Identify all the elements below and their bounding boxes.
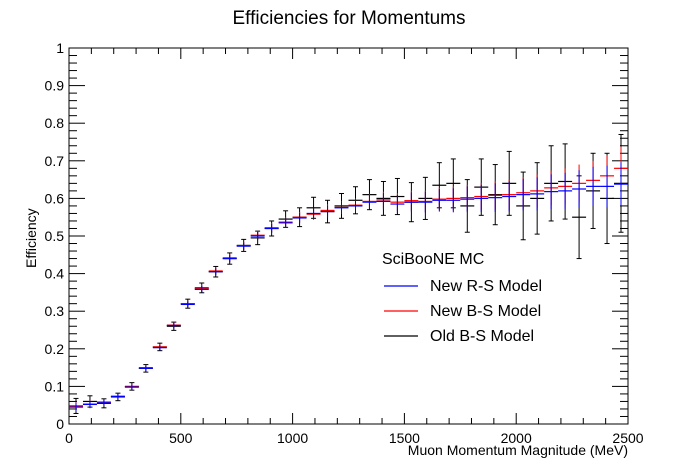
- y-tick-label: 0.7: [45, 153, 65, 169]
- x-tick-label: 1000: [277, 430, 308, 446]
- series-new-r-s-model: [69, 162, 628, 412]
- x-tick-label: 0: [65, 430, 73, 446]
- y-tick-label: 0.2: [45, 341, 65, 357]
- legend-header: SciBooNE MC: [382, 251, 484, 268]
- series-layer: [69, 133, 628, 414]
- x-tick-label: 2500: [612, 430, 643, 446]
- y-tick-label: 0.9: [45, 78, 65, 94]
- x-tick-label: 500: [169, 430, 193, 446]
- x-axis-label: Muon Momentum Magnitude (MeV): [408, 442, 628, 458]
- y-axis-label: Efficiency: [23, 208, 39, 268]
- y-tick-label: 1: [56, 40, 64, 56]
- x-tick-label: 2000: [501, 430, 532, 446]
- y-tick-label: 0.5: [45, 228, 65, 244]
- chart-title: Efficiencies for Momentums: [232, 8, 465, 29]
- legend-label: New R-S Model: [430, 278, 542, 295]
- axis-tick-labels: 0 500 1000 1500 2000 2500 0 0.1 0.2 0.3 0.4 0.5 0.6 0…: [45, 40, 644, 446]
- y-tick-label: 0.3: [45, 303, 65, 319]
- series-new-b-s-model: [69, 146, 628, 411]
- y-tick-label: 0.8: [45, 115, 65, 131]
- legend: SciBooNE MC New R-S Model New B-S Model Ol…: [382, 251, 542, 345]
- y-tick-label: 0.1: [45, 378, 65, 394]
- y-tick-label: 0.4: [45, 266, 65, 282]
- legend-label: Old B-S Model: [430, 328, 534, 345]
- legend-label: New B-S Model: [430, 303, 541, 320]
- x-tick-label: 1500: [389, 430, 420, 446]
- y-tick-label: 0.6: [45, 190, 65, 206]
- series-old-b-s-model: [69, 133, 628, 414]
- y-tick-label: 0: [56, 416, 64, 432]
